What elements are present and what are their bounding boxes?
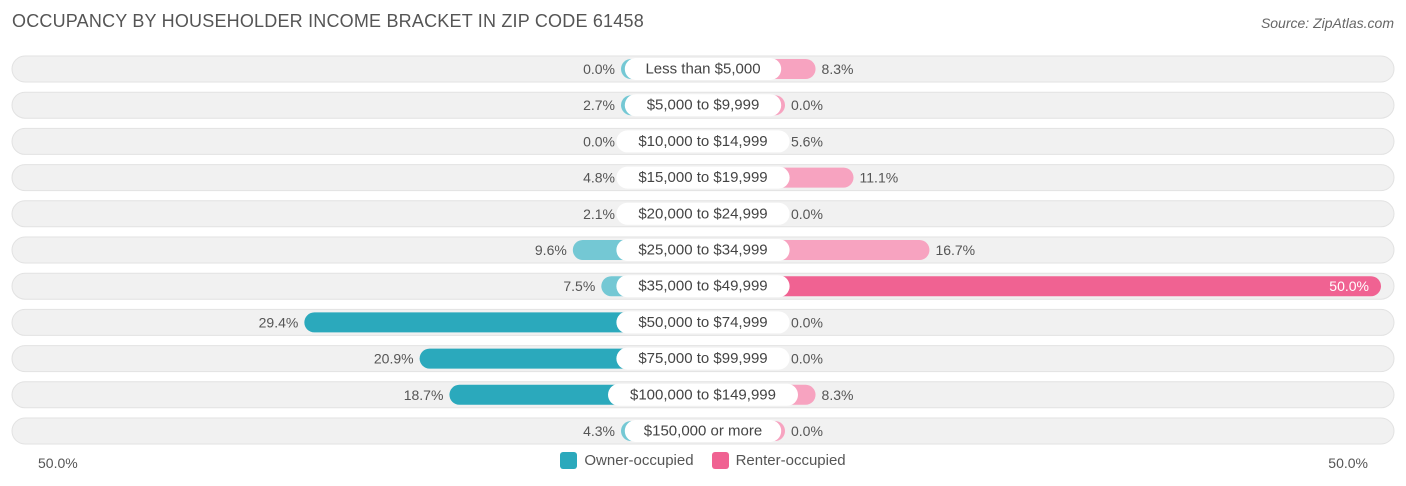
category-pill: [616, 166, 790, 189]
chart-svg: 0.0% 8.3% Less than $5,000 2.7% 0.0% $5,000 t…: [11, 55, 1395, 445]
owner-value-label: 29.4%: [259, 314, 299, 330]
chart-title: OCCUPANCY BY HOUSEHOLDER INCOME BRACKET …: [12, 11, 644, 31]
axis-left-label: 50.0%: [38, 455, 78, 471]
category-pill: [608, 383, 798, 406]
renter-value-label: 16.7%: [935, 242, 975, 258]
category-label: $5,000 to $9,999: [647, 97, 760, 114]
renter-bar: [703, 276, 1381, 297]
axis-right-label: 50.0%: [1328, 455, 1368, 471]
owner-value-label: 2.7%: [583, 97, 615, 113]
renter-value-label: 8.3%: [822, 61, 854, 77]
legend-swatch-renter: [711, 452, 729, 469]
category-label: Less than $5,000: [645, 61, 760, 78]
renter-value-label: 50.0%: [1329, 278, 1369, 294]
category-label: $15,000 to $19,999: [638, 169, 767, 186]
category-label: $150,000 or more: [644, 423, 762, 440]
legend-item-owner: Owner-occupied: [560, 452, 694, 469]
owner-value-label: 2.1%: [583, 206, 615, 222]
legend-item-renter: Renter-occupied: [711, 452, 846, 469]
renter-value-label: 0.0%: [791, 351, 823, 367]
category-pill: [616, 202, 790, 225]
category-pill: [616, 311, 790, 334]
category-pill: [624, 420, 782, 442]
renter-value-label: 8.3%: [822, 387, 854, 403]
category-label: $25,000 to $34,999: [638, 242, 767, 259]
owner-value-label: 4.3%: [583, 423, 615, 439]
renter-value-label: 0.0%: [791, 314, 823, 330]
renter-value-label: 0.0%: [791, 423, 823, 439]
category-pill: [616, 275, 790, 298]
category-pill: [624, 94, 782, 117]
category-label: $50,000 to $74,999: [638, 314, 767, 331]
owner-value-label: 7.5%: [563, 278, 595, 294]
owner-value-label: 0.0%: [583, 133, 615, 149]
category-label: $20,000 to $24,999: [638, 205, 767, 222]
category-pill: [616, 347, 790, 370]
renter-value-label: 11.1%: [860, 170, 899, 186]
renter-value-label: 0.0%: [791, 206, 823, 222]
owner-value-label: 0.0%: [583, 61, 615, 77]
owner-value-label: 18.7%: [404, 387, 444, 403]
legend: Owner-occupied Renter-occupied: [0, 452, 1406, 469]
category-pill: [616, 130, 790, 153]
legend-label-renter: Renter-occupied: [735, 452, 846, 469]
owner-value-label: 9.6%: [535, 242, 567, 258]
legend-label-owner: Owner-occupied: [584, 452, 694, 469]
owner-bar: [304, 312, 703, 333]
renter-value-label: 5.6%: [791, 133, 823, 149]
legend-swatch-owner: [560, 452, 578, 469]
owner-value-label: 4.8%: [583, 170, 615, 186]
category-label: $35,000 to $49,999: [638, 278, 767, 295]
renter-value-label: 0.0%: [791, 97, 823, 113]
category-label: $75,000 to $99,999: [638, 350, 767, 367]
category-label: $10,000 to $14,999: [638, 133, 767, 150]
owner-value-label: 20.9%: [374, 351, 414, 367]
category-label: $100,000 to $149,999: [630, 386, 776, 403]
category-pill: [624, 58, 782, 80]
category-pill: [616, 239, 790, 261]
chart-source: Source: ZipAtlas.com: [1260, 15, 1394, 31]
